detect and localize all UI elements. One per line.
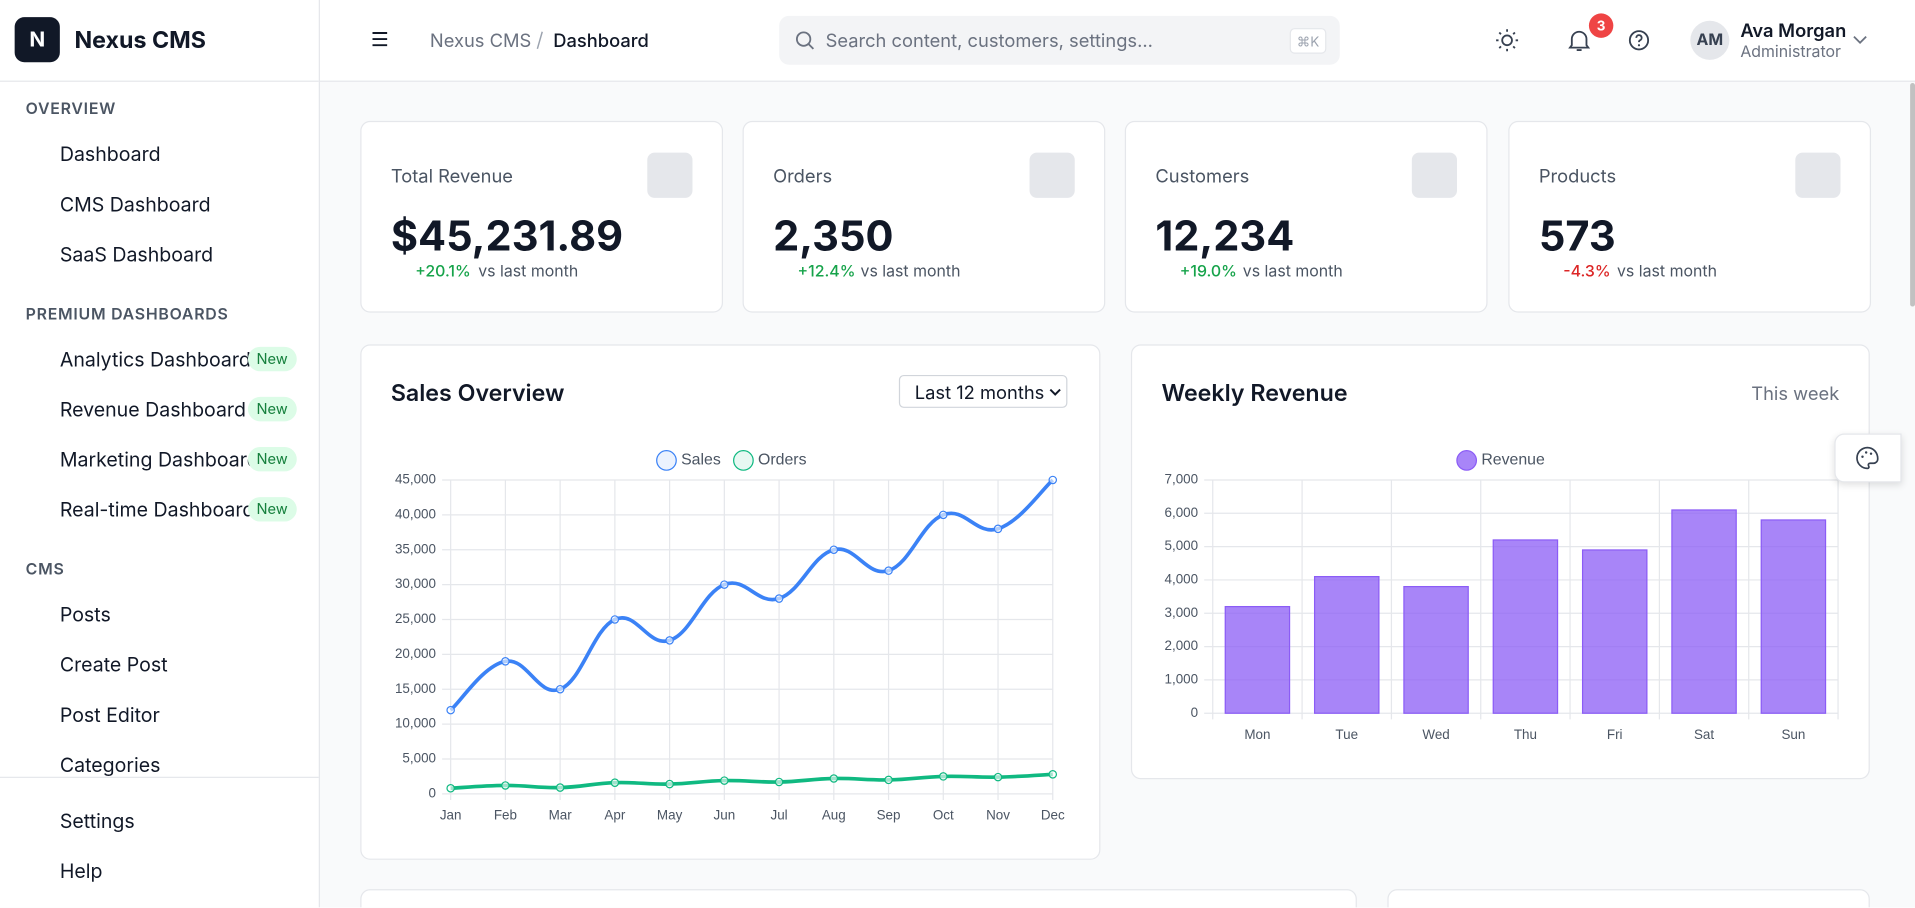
stat-note: vs last month xyxy=(478,261,579,282)
stat-change: +12.4% xyxy=(797,261,856,282)
nav-item[interactable]: Categories xyxy=(10,743,309,777)
stat-value: 2,350 xyxy=(773,211,894,262)
breadcrumb-separator xyxy=(536,31,543,50)
card-title: Weekly Revenue xyxy=(1161,379,1348,408)
stat-icon xyxy=(647,152,693,198)
theme-customizer[interactable] xyxy=(1834,433,1902,483)
nav-item[interactable]: Create Post xyxy=(10,643,309,685)
scrollbar[interactable] xyxy=(1910,83,1915,307)
stat-label: Total Revenue xyxy=(390,164,513,188)
nav-label: Revenue Dashboard xyxy=(59,396,246,421)
menu-button[interactable] xyxy=(371,31,388,48)
shortcut: ⌘K xyxy=(1289,28,1327,54)
nav-section-title: OVERVIEW xyxy=(25,99,117,120)
nav-footer: Settings Help xyxy=(0,778,319,907)
user-name[interactable]: Ava Morgan xyxy=(1740,18,1847,43)
nav-item[interactable]: Real-time Dashboard New xyxy=(10,488,309,530)
nav-item[interactable]: CMS Dashboard xyxy=(10,183,309,225)
notifications-button[interactable] xyxy=(1568,29,1591,52)
weekly-card: Weekly Revenue This week xyxy=(1130,344,1870,780)
stat-card: Orders 2,350 +12.4% vs last month xyxy=(742,120,1106,313)
search-icon xyxy=(795,31,815,50)
stat-change: +20.1% xyxy=(415,261,471,282)
stat-value: $45,231.89 xyxy=(390,211,624,262)
divider xyxy=(0,776,319,778)
card xyxy=(1387,889,1870,908)
user-menu-chevron[interactable] xyxy=(1853,34,1868,46)
nav-section-title: CMS xyxy=(25,559,65,580)
stat-label: Orders xyxy=(773,164,833,188)
sidebar: N Nexus CMS OVERVIEW Dashboard CMS Dashboa… xyxy=(0,0,320,908)
stat-note: vs last month xyxy=(1617,261,1717,282)
nav-label: Marketing Dashboard xyxy=(59,446,259,471)
stat-label: Customers xyxy=(1155,164,1250,188)
nav-item[interactable]: Marketing Dashboard New xyxy=(10,438,309,480)
card-subtitle: This week xyxy=(1751,381,1840,405)
divider xyxy=(0,80,319,82)
header: Nexus CMS Dashboard Search content, cust… xyxy=(319,0,1915,82)
brand-name[interactable]: Nexus CMS xyxy=(74,26,206,55)
logo[interactable]: N xyxy=(14,17,60,63)
breadcrumb-link[interactable]: Nexus CMS xyxy=(429,28,532,52)
card-title: Sales Overview xyxy=(390,379,565,408)
sales-card: Sales Overview Last 12 months xyxy=(360,344,1101,860)
nav-section-title: PREMIUM DASHBOARDS xyxy=(25,304,229,325)
nav-label: Post Editor xyxy=(59,701,160,727)
nav-label: SaaS Dashboard xyxy=(59,241,214,266)
notification-badge: 3 xyxy=(1588,13,1614,38)
nav-label: Real-time Dashboard xyxy=(59,496,255,521)
nav-label: Dashboard xyxy=(59,141,161,166)
nav-item[interactable]: Post Editor xyxy=(10,693,309,735)
stat-icon xyxy=(1795,152,1841,198)
nav-badge: New xyxy=(247,346,297,371)
search-box[interactable]: Search content, customers, settings... ⌘… xyxy=(779,15,1340,65)
stat-card: Products 573 -4.3% vs last month xyxy=(1508,120,1872,313)
stat-card: Customers 12,234 +19.0% vs last month xyxy=(1124,120,1488,313)
select-chevron xyxy=(1049,388,1061,396)
stat-card: Total Revenue $45,231.89 +20.1% vs last mon… xyxy=(360,120,724,313)
nav: OVERVIEW Dashboard CMS Dashboard SaaS Dashb… xyxy=(0,82,319,777)
nav-badge: New xyxy=(247,396,297,421)
nav-item[interactable]: Analytics Dashboard New xyxy=(10,338,309,380)
stat-note: vs last month xyxy=(1242,261,1343,282)
nav-label: CMS Dashboard xyxy=(59,191,211,216)
card xyxy=(360,889,1357,908)
stat-note: vs last month xyxy=(860,261,961,282)
nav-label: Help xyxy=(59,858,103,883)
nav-label: Settings xyxy=(59,808,135,833)
nav-item[interactable]: SaaS Dashboard xyxy=(10,233,309,275)
nav-badge: New xyxy=(247,496,297,521)
avatar[interactable]: AM xyxy=(1690,20,1730,60)
stat-change: +19.0% xyxy=(1179,261,1237,282)
stat-value: 12,234 xyxy=(1155,211,1295,262)
nav-item[interactable]: Help xyxy=(10,850,309,892)
search-placeholder: Search content, customers, settings... xyxy=(825,28,1153,52)
help-button[interactable] xyxy=(1628,29,1650,51)
breadcrumb-current: Dashboard xyxy=(553,28,649,52)
nav-item[interactable]: Posts xyxy=(10,593,309,635)
nav-label: Posts xyxy=(59,601,111,626)
stat-change: -4.3% xyxy=(1563,261,1611,282)
palette-icon xyxy=(1856,446,1879,470)
range-select-value: Last 12 months xyxy=(914,380,1045,404)
nav-label: Create Post xyxy=(59,651,168,676)
nav-item[interactable]: Settings xyxy=(10,800,309,842)
nav-badge: New xyxy=(247,446,297,471)
stat-icon xyxy=(1029,152,1075,198)
user-role: Administrator xyxy=(1740,42,1842,62)
stat-icon xyxy=(1411,152,1458,198)
theme-toggle[interactable] xyxy=(1495,28,1519,52)
nav-item[interactable]: Dashboard xyxy=(10,133,309,175)
stat-value: 573 xyxy=(1538,211,1616,262)
nav-item[interactable]: Revenue Dashboard New xyxy=(10,388,309,430)
nav-label: Categories xyxy=(59,751,161,777)
range-select[interactable]: Last 12 months xyxy=(898,374,1068,408)
stat-label: Products xyxy=(1538,164,1617,188)
nav-label: Analytics Dashboard xyxy=(59,346,251,371)
